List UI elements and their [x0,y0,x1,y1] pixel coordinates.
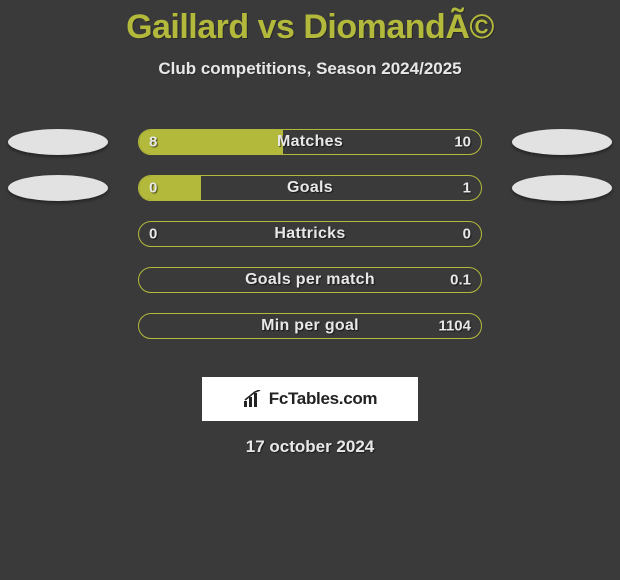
stat-bar: Goals per match0.1 [138,267,482,293]
stat-value-left: 0 [149,226,157,243]
stat-label: Min per goal [139,317,481,335]
bar-chart-icon [243,390,263,408]
page-subtitle: Club competitions, Season 2024/2025 [0,59,620,79]
source-badge-text: FcTables.com [269,389,378,409]
player-left-marker [8,129,108,155]
player-right-marker [512,175,612,201]
stat-value-right: 0.1 [450,272,471,289]
stat-row: Matches810 [0,119,620,165]
stat-row: Hattricks0 0 [0,211,620,257]
comparison-infographic: Gaillard vs DiomandÃ© Club competitions,… [0,0,620,580]
stat-value-right: 10 [454,134,471,151]
stat-bar: Min per goal1104 [138,313,482,339]
stat-row: Goals per match0.1 [0,257,620,303]
stat-bar: Hattricks0 0 [138,221,482,247]
stat-row: Min per goal1104 [0,303,620,349]
stat-bar-fill-left [139,176,201,200]
stat-bar: Goals01 [138,175,482,201]
source-badge: FcTables.com [202,377,418,421]
stat-bar-fill-left [139,130,283,154]
player-right-marker [512,129,612,155]
page-title: Gaillard vs DiomandÃ© [0,8,620,47]
stat-rows: Matches810 Goals01 Hattricks0 0 Goals per ma… [0,119,620,349]
stat-value-right: 1 [463,180,471,197]
stat-value-right: 0 [463,226,471,243]
stat-value-right: 1104 [438,318,471,335]
player-left-marker [8,175,108,201]
stat-bar: Matches810 [138,129,482,155]
stat-row: Goals01 [0,165,620,211]
stat-label: Goals per match [139,271,481,289]
stat-label: Hattricks [139,225,481,243]
date-text: 17 october 2024 [0,437,620,457]
